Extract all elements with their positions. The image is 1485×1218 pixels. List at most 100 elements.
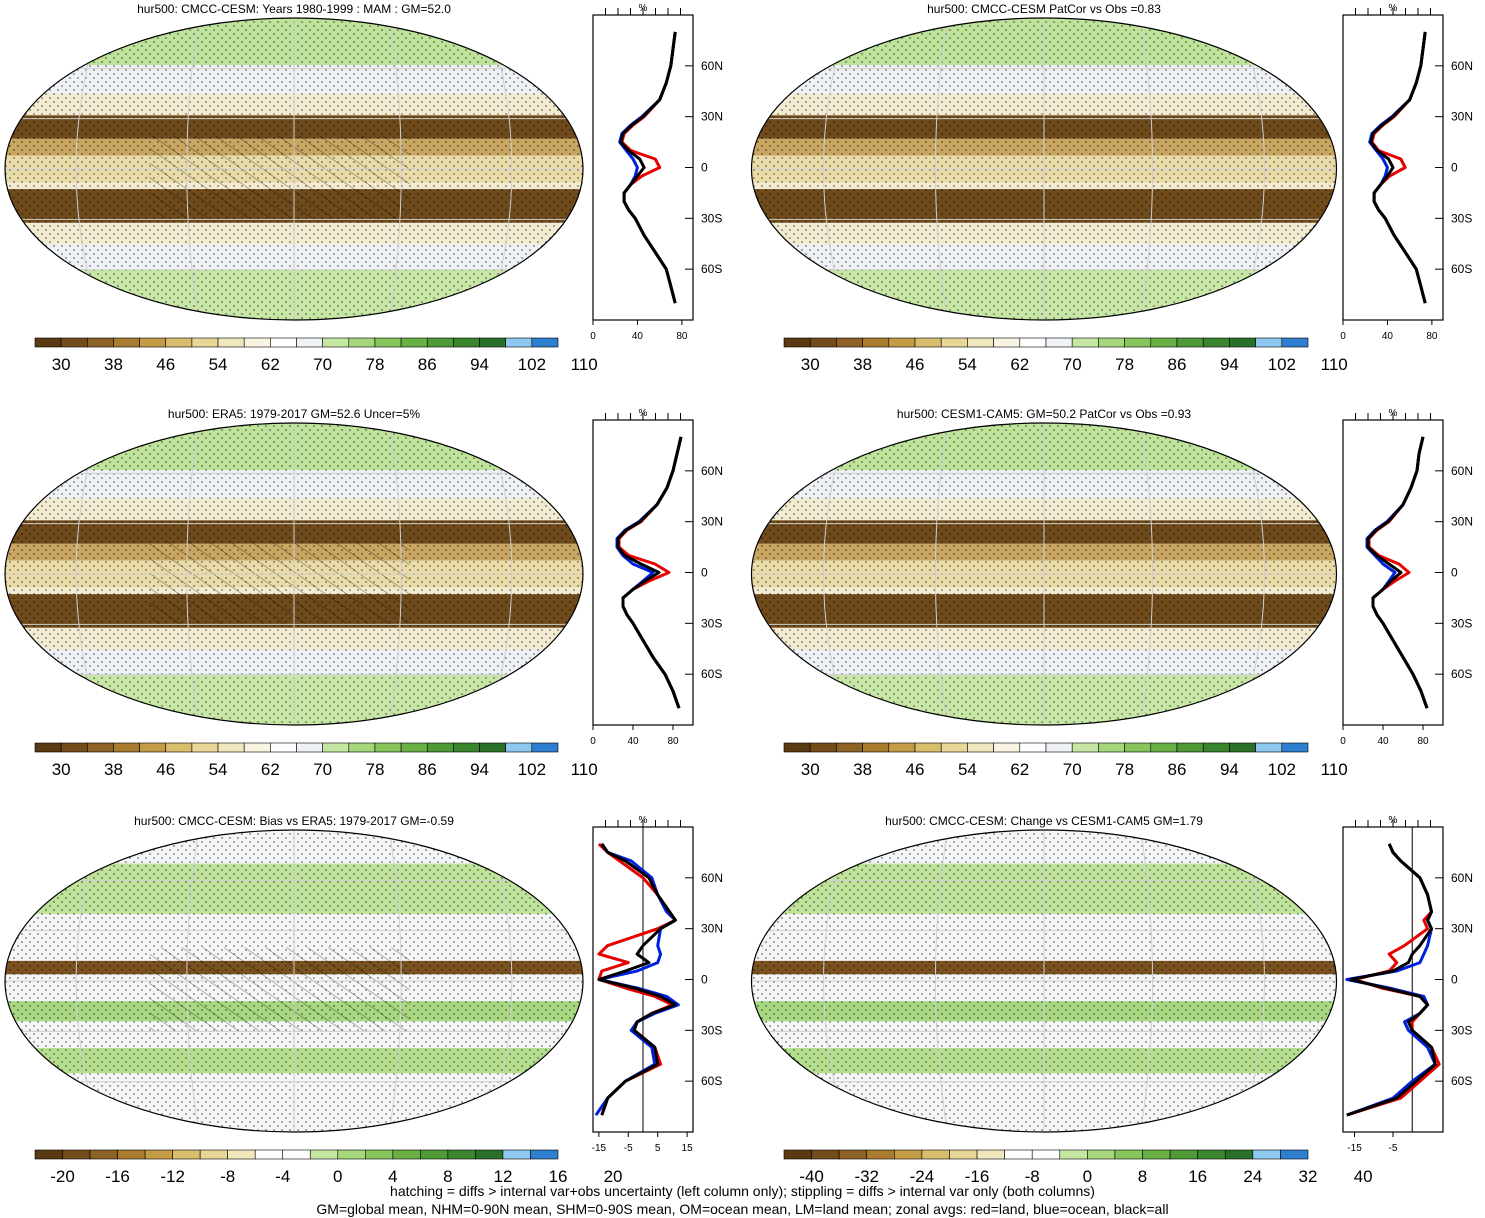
zonal-x-tick-label: 0 xyxy=(1340,736,1346,747)
colorbar-swatch xyxy=(191,337,219,348)
colorbar-swatch xyxy=(783,1149,812,1160)
colorbar-swatch xyxy=(1150,742,1178,753)
colorbar-swatch xyxy=(365,1149,394,1160)
colorbar-swatch xyxy=(165,742,193,753)
colorbar-swatch xyxy=(87,742,114,753)
colorbar-label: 32 xyxy=(1299,1167,1318,1186)
zonal-lat-label: 0 xyxy=(1451,161,1458,175)
colorbar-label: 110 xyxy=(1321,760,1348,779)
colorbar-label: 102 xyxy=(518,355,546,374)
colorbar-swatch xyxy=(1098,337,1125,348)
colorbar-swatch xyxy=(836,742,863,753)
colorbar-swatch xyxy=(888,337,916,348)
colorbar-label: 40 xyxy=(1354,1167,1373,1186)
colorbar-label: -8 xyxy=(1025,1167,1040,1186)
colorbar-swatch xyxy=(34,337,62,348)
zonal-lat-label: 60S xyxy=(701,667,722,681)
colorbar-swatch xyxy=(34,742,62,753)
zonal-lat-label: 60S xyxy=(1451,1074,1472,1088)
colorbar-swatch xyxy=(113,742,140,753)
colorbar-swatch xyxy=(838,1149,868,1160)
colorbar-label: 102 xyxy=(1268,355,1296,374)
colorbar-label: 70 xyxy=(313,355,332,374)
colorbar-swatch xyxy=(282,1149,311,1160)
colorbar-label: 94 xyxy=(470,760,489,779)
colorbar-swatch xyxy=(1071,337,1099,348)
zonal-line-red xyxy=(1370,31,1427,304)
colorbar-label: 8 xyxy=(1138,1167,1147,1186)
colorbar-swatch xyxy=(426,337,454,348)
colorbar-swatch xyxy=(34,1149,63,1160)
colorbar-label: 78 xyxy=(365,760,384,779)
colorbar-swatch xyxy=(1255,337,1283,348)
zonal-lat-label: 30S xyxy=(701,616,722,630)
colorbar-label: 8 xyxy=(443,1167,452,1186)
colorbar-swatch xyxy=(270,742,297,753)
colorbar-swatch xyxy=(1169,1149,1198,1160)
colorbar-label: 86 xyxy=(1168,355,1187,374)
colorbar-swatch xyxy=(993,337,1021,348)
colorbar-label: 54 xyxy=(958,355,977,374)
colorbar-swatch xyxy=(783,742,811,753)
zonal-line-blue xyxy=(618,31,677,304)
colorbar-swatch xyxy=(1229,337,1256,348)
colorbar-swatch xyxy=(453,337,480,348)
colorbar-label: 46 xyxy=(906,760,925,779)
zonal-lat-label: 0 xyxy=(701,161,708,175)
colorbar-label: 62 xyxy=(1010,355,1029,374)
zonal-line-blue xyxy=(1365,436,1429,709)
colorbar-swatch xyxy=(940,742,968,753)
zonal-lat-label: 30S xyxy=(1451,1023,1472,1037)
zonal-lat-label: 60S xyxy=(1451,262,1472,276)
colorbar-swatch xyxy=(1098,742,1125,753)
zonal-lat-label: 30N xyxy=(701,922,723,936)
zonal-line-black xyxy=(619,31,677,304)
colorbar-label: 62 xyxy=(261,760,280,779)
colorbar-swatch xyxy=(783,337,811,348)
colorbar-swatch xyxy=(976,1149,1005,1160)
colorbar-swatch xyxy=(243,742,271,753)
colorbar-swatch xyxy=(479,742,506,753)
colorbar-swatch xyxy=(1124,742,1152,753)
colorbar-label: 16 xyxy=(1188,1167,1207,1186)
colorbar-swatch xyxy=(227,1149,256,1160)
colorbar-swatch xyxy=(296,337,323,348)
colorbar-label: 94 xyxy=(1220,355,1239,374)
colorbar-swatch xyxy=(1031,1149,1061,1160)
colorbar-swatch xyxy=(62,1149,91,1160)
colorbar-swatch xyxy=(172,1149,201,1160)
colorbar-swatch xyxy=(809,337,837,348)
map-field xyxy=(751,830,1337,1132)
map-title: hur500: CMCC-CESM: Years 1980-1999 : MAM… xyxy=(137,2,451,16)
colorbar-swatch xyxy=(337,1149,366,1160)
zonal-x-tick-label: 0 xyxy=(590,331,596,342)
colorbar-swatch xyxy=(940,337,968,348)
colorbar-label: -40 xyxy=(799,1167,824,1186)
colorbar-swatch xyxy=(60,337,88,348)
colorbar-swatch xyxy=(139,337,167,348)
colorbar-label: 20 xyxy=(604,1167,623,1186)
colorbar-swatch xyxy=(144,1149,173,1160)
colorbar-swatch xyxy=(475,1149,504,1160)
colorbar-label: 102 xyxy=(518,760,546,779)
colorbar-swatch xyxy=(502,1149,531,1160)
colorbar-swatch xyxy=(1059,1149,1088,1160)
colorbar-label: 38 xyxy=(853,760,872,779)
zonal-lat-label: 60S xyxy=(1451,667,1472,681)
colorbar-swatch xyxy=(531,337,559,348)
zonal-lat-label: 60N xyxy=(701,59,723,73)
colorbar-label: 54 xyxy=(209,760,228,779)
colorbar-swatch xyxy=(862,742,890,753)
colorbar-label: 62 xyxy=(261,355,280,374)
colorbar-label: 30 xyxy=(52,355,71,374)
colorbar-label: 110 xyxy=(571,355,598,374)
colorbar-swatch xyxy=(1224,1149,1254,1160)
colorbar-swatch xyxy=(1197,1149,1226,1160)
zonal-line-black xyxy=(597,843,677,1116)
zonal-x-tick-label: 80 xyxy=(667,736,679,747)
colorbar-swatch xyxy=(1202,337,1230,348)
colorbar-label: 46 xyxy=(156,760,175,779)
colorbar-swatch xyxy=(309,1149,339,1160)
colorbar-swatch xyxy=(1114,1149,1143,1160)
